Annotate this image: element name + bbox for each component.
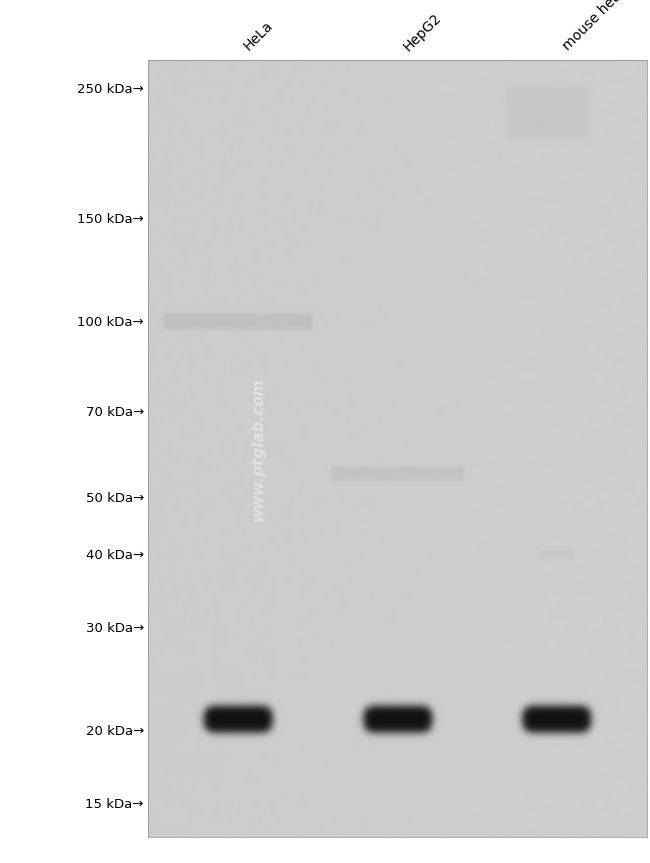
Text: 30 kDa→: 30 kDa→ [86, 622, 144, 635]
Text: HepG2: HepG2 [400, 10, 444, 54]
Text: 100 kDa→: 100 kDa→ [77, 316, 144, 329]
Text: www.ptglab.com: www.ptglab.com [250, 377, 265, 520]
Text: 20 kDa→: 20 kDa→ [86, 725, 144, 738]
Text: mouse heart: mouse heart [560, 0, 632, 54]
Text: HeLa: HeLa [241, 19, 276, 54]
Text: 150 kDa→: 150 kDa→ [77, 212, 144, 225]
Text: 70 kDa→: 70 kDa→ [86, 406, 144, 419]
Text: 15 kDa→: 15 kDa→ [85, 798, 144, 811]
Text: 50 kDa→: 50 kDa→ [86, 492, 144, 505]
Text: 40 kDa→: 40 kDa→ [86, 549, 144, 562]
Text: 250 kDa→: 250 kDa→ [77, 83, 144, 96]
